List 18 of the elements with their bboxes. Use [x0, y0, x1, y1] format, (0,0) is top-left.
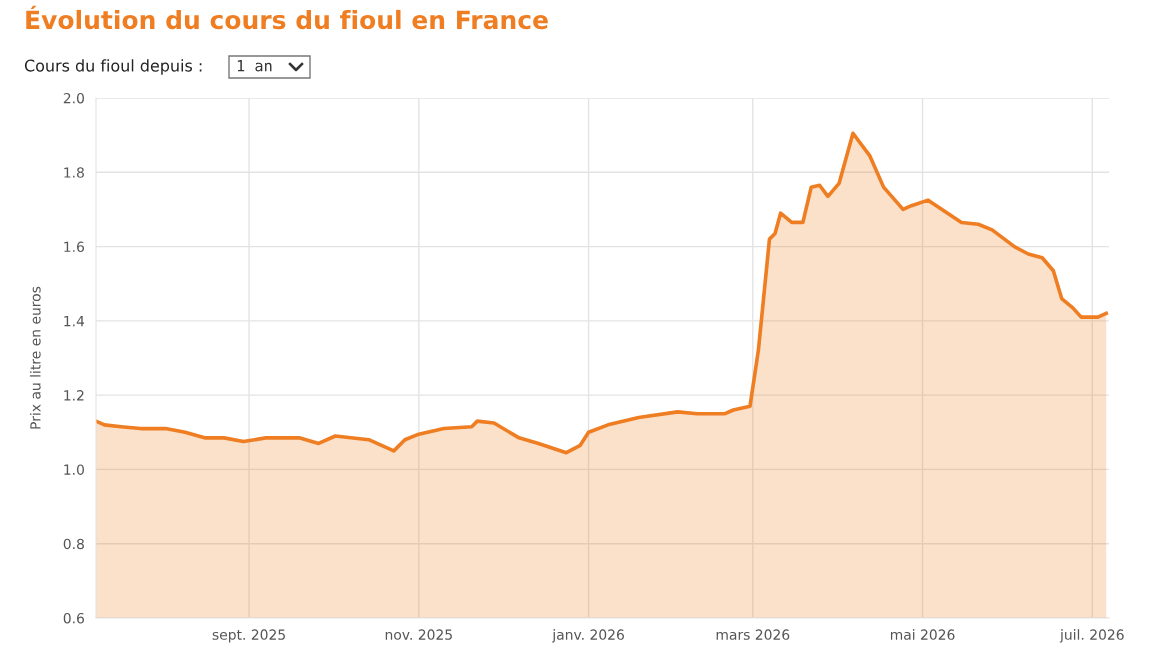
chart-subtitle: Cours du fioul depuis :: [24, 59, 202, 75]
text: 1 an: [237, 60, 272, 72]
x-tick-label: nov. 2025: [385, 629, 452, 640]
y-tick-label: 1.6: [64, 241, 85, 253]
chart-title: Évolution du cours du fioul en France: [26, 5, 548, 30]
y-axis-title: Prix au litre en euros: [29, 286, 41, 429]
x-tick-label: juil. 2026: [1059, 629, 1124, 643]
x-tick-label: janv. 2026: [552, 629, 624, 643]
x-tick-label: sept. 2025: [212, 629, 285, 643]
y-tick-label: 0.6: [63, 612, 85, 624]
y-tick-label: 1.2: [64, 390, 84, 401]
y-tick-label: 0.8: [63, 538, 84, 550]
x-tick-label: mars 2026: [716, 629, 790, 640]
y-tick-label: 1.0: [64, 464, 84, 475]
y-tick-label: 2.0: [63, 92, 84, 104]
y-tick-label: 1.4: [64, 316, 85, 327]
y-tick-label: 1.8: [64, 167, 84, 178]
x-tick-label: mai 2026: [890, 629, 955, 640]
